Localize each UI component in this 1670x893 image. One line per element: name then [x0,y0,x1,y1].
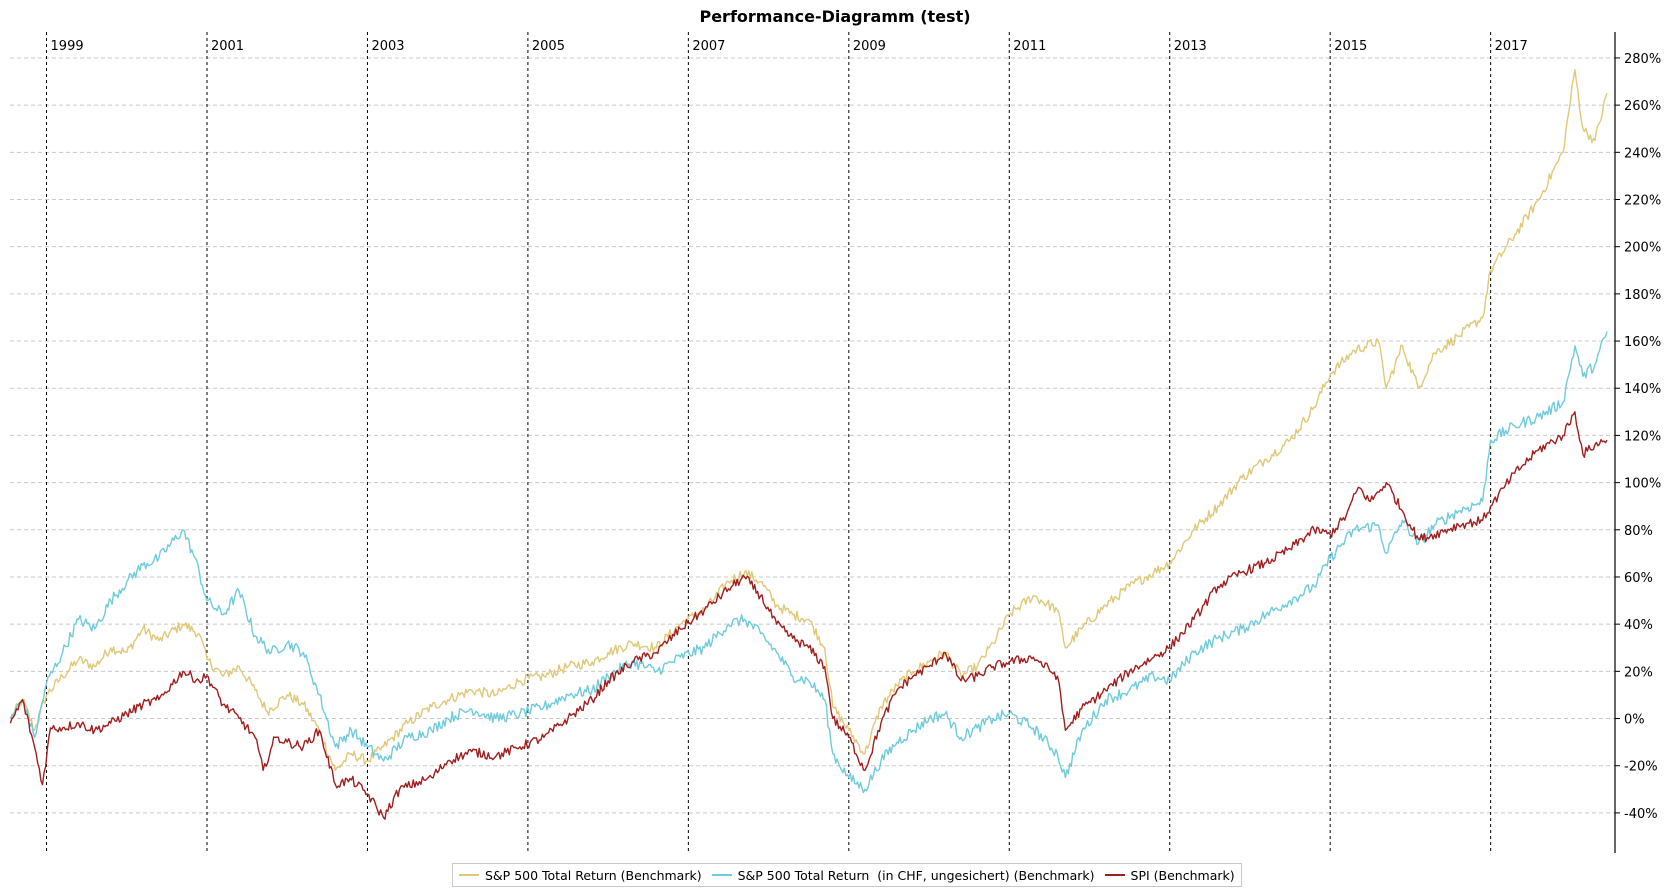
series-line-0 [9,69,1608,772]
series-line-2 [9,411,1608,820]
legend-item-spi[interactable]: SPI (Benchmark) [1104,867,1235,883]
y-tick-label: 260% [1624,99,1661,114]
y-tick-label: 240% [1624,146,1661,161]
x-tick-label: 2011 [1013,39,1046,54]
legend-item-sp500-chf[interactable]: S&P 500 Total Return (in CHF, ungesicher… [711,867,1095,883]
legend: S&P 500 Total Return (Benchmark) S&P 500… [452,863,1242,887]
y-tick-label: 20% [1624,665,1653,680]
y-tick-label: 160% [1624,335,1661,350]
year-divider-layer: 1999 2001 2003 2005 2007 2009 2011 2013 2015 2017 [46,32,1528,853]
y-tick-label: 220% [1624,194,1661,209]
legend-label-spi: SPI (Benchmark) [1130,867,1235,883]
legend-label-sp500: S&P 500 Total Return (Benchmark) [485,867,702,883]
y-tick-label: 180% [1624,288,1661,303]
x-tick-label: 2007 [692,39,725,54]
legend-swatch-sp500 [459,874,479,876]
x-tick-label: 2005 [532,39,565,54]
x-tick-label: 2003 [371,39,404,54]
x-tick-label: 2001 [211,39,244,54]
axis-layer: -40% -20% 0% 20% 40% 60% 80% 100% 120% 140% 160% 18… [1614,32,1661,853]
y-tick-label: -20% [1624,760,1658,775]
y-tick-label: 60% [1624,571,1653,586]
series-line-1 [9,331,1608,794]
x-tick-label: 2009 [853,39,886,54]
y-tick-label: 200% [1624,241,1661,256]
chart-title: Performance-Diagramm (test) [699,7,970,26]
y-tick-label: 80% [1624,524,1653,539]
x-tick-label: 2015 [1334,39,1367,54]
y-tick-label: -40% [1624,807,1658,822]
legend-label-sp500-chf: S&P 500 Total Return (in CHF, ungesicher… [737,867,1095,883]
series-layer [9,69,1608,820]
legend-item-sp500[interactable]: S&P 500 Total Return (Benchmark) [459,868,702,883]
y-tick-label: 0% [1624,713,1645,728]
x-tick-label: 2017 [1495,39,1528,54]
legend-swatch-spi [1104,874,1125,876]
y-tick-label: 100% [1624,477,1661,492]
grid-layer [10,57,1615,814]
legend-swatch-sp500-chf [711,874,732,876]
y-tick-label: 120% [1624,429,1661,444]
x-tick-label: 1999 [51,39,84,54]
y-tick-label: 40% [1624,618,1653,633]
y-tick-label: 140% [1624,382,1661,397]
y-tick-label: 280% [1624,52,1661,67]
x-tick-label: 2013 [1174,39,1207,54]
